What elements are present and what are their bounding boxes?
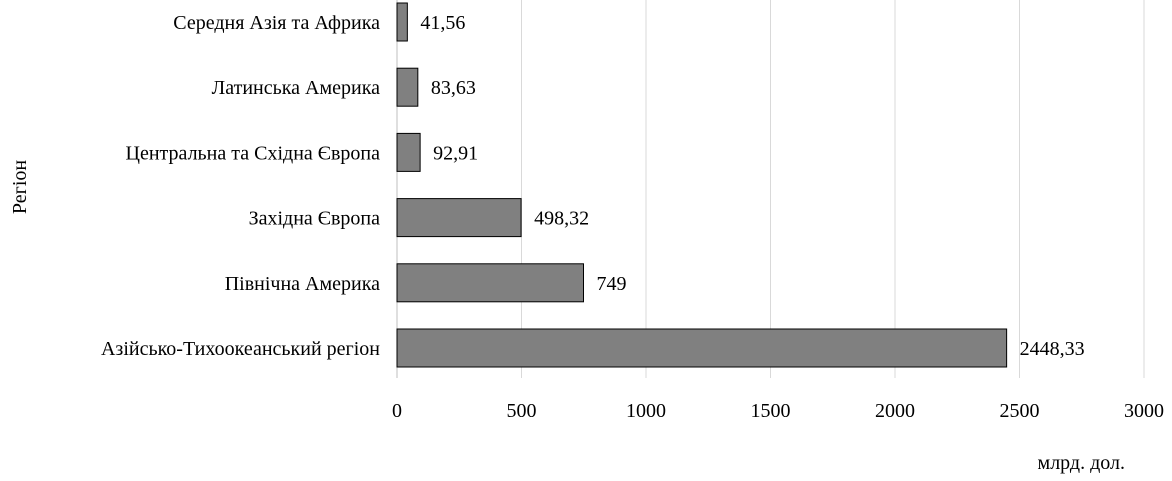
x-tick-label: 3000	[1124, 400, 1164, 422]
x-tick-label: 2000	[875, 400, 915, 422]
x-tick-labels: 0 500 1000 1500 2000 2500 3000	[392, 400, 1164, 422]
bar	[396, 67, 419, 107]
bar	[396, 198, 522, 238]
bar	[396, 2, 408, 42]
category-label: Центральна та Східна Європа	[126, 142, 381, 164]
category-label: Західна Європа	[249, 208, 381, 230]
value-labels: 2448,33 749 498,32 92,91 83,63 41,56	[420, 12, 1084, 360]
data-label: 2448,33	[1020, 338, 1085, 360]
data-label: 92,91	[433, 142, 478, 164]
data-label: 749	[597, 273, 627, 295]
x-tick-label: 2500	[1000, 400, 1040, 422]
x-tick-label: 0	[392, 400, 402, 422]
bar	[396, 263, 585, 303]
category-label: Північна Америка	[225, 273, 380, 295]
category-label: Азійсько-Тихоокеанський регіон	[101, 338, 380, 360]
category-labels: Азійсько-Тихоокеанський регіон Північна А…	[101, 12, 380, 360]
bar	[396, 132, 421, 172]
data-label: 83,63	[431, 77, 476, 99]
grid-lines	[396, 0, 1145, 378]
x-axis-label: млрд. дол.	[1038, 452, 1125, 474]
x-tick-label: 500	[507, 400, 537, 422]
bar	[396, 328, 1008, 368]
bars	[396, 2, 1008, 368]
data-label: 41,56	[420, 12, 465, 34]
y-axis-label: Регіон	[9, 160, 31, 214]
data-label: 498,32	[534, 208, 589, 230]
x-tick-label: 1500	[751, 400, 791, 422]
category-label: Середня Азія та Африка	[173, 12, 380, 34]
category-label: Латинська Америка	[212, 77, 380, 99]
x-tick-label: 1000	[626, 400, 666, 422]
